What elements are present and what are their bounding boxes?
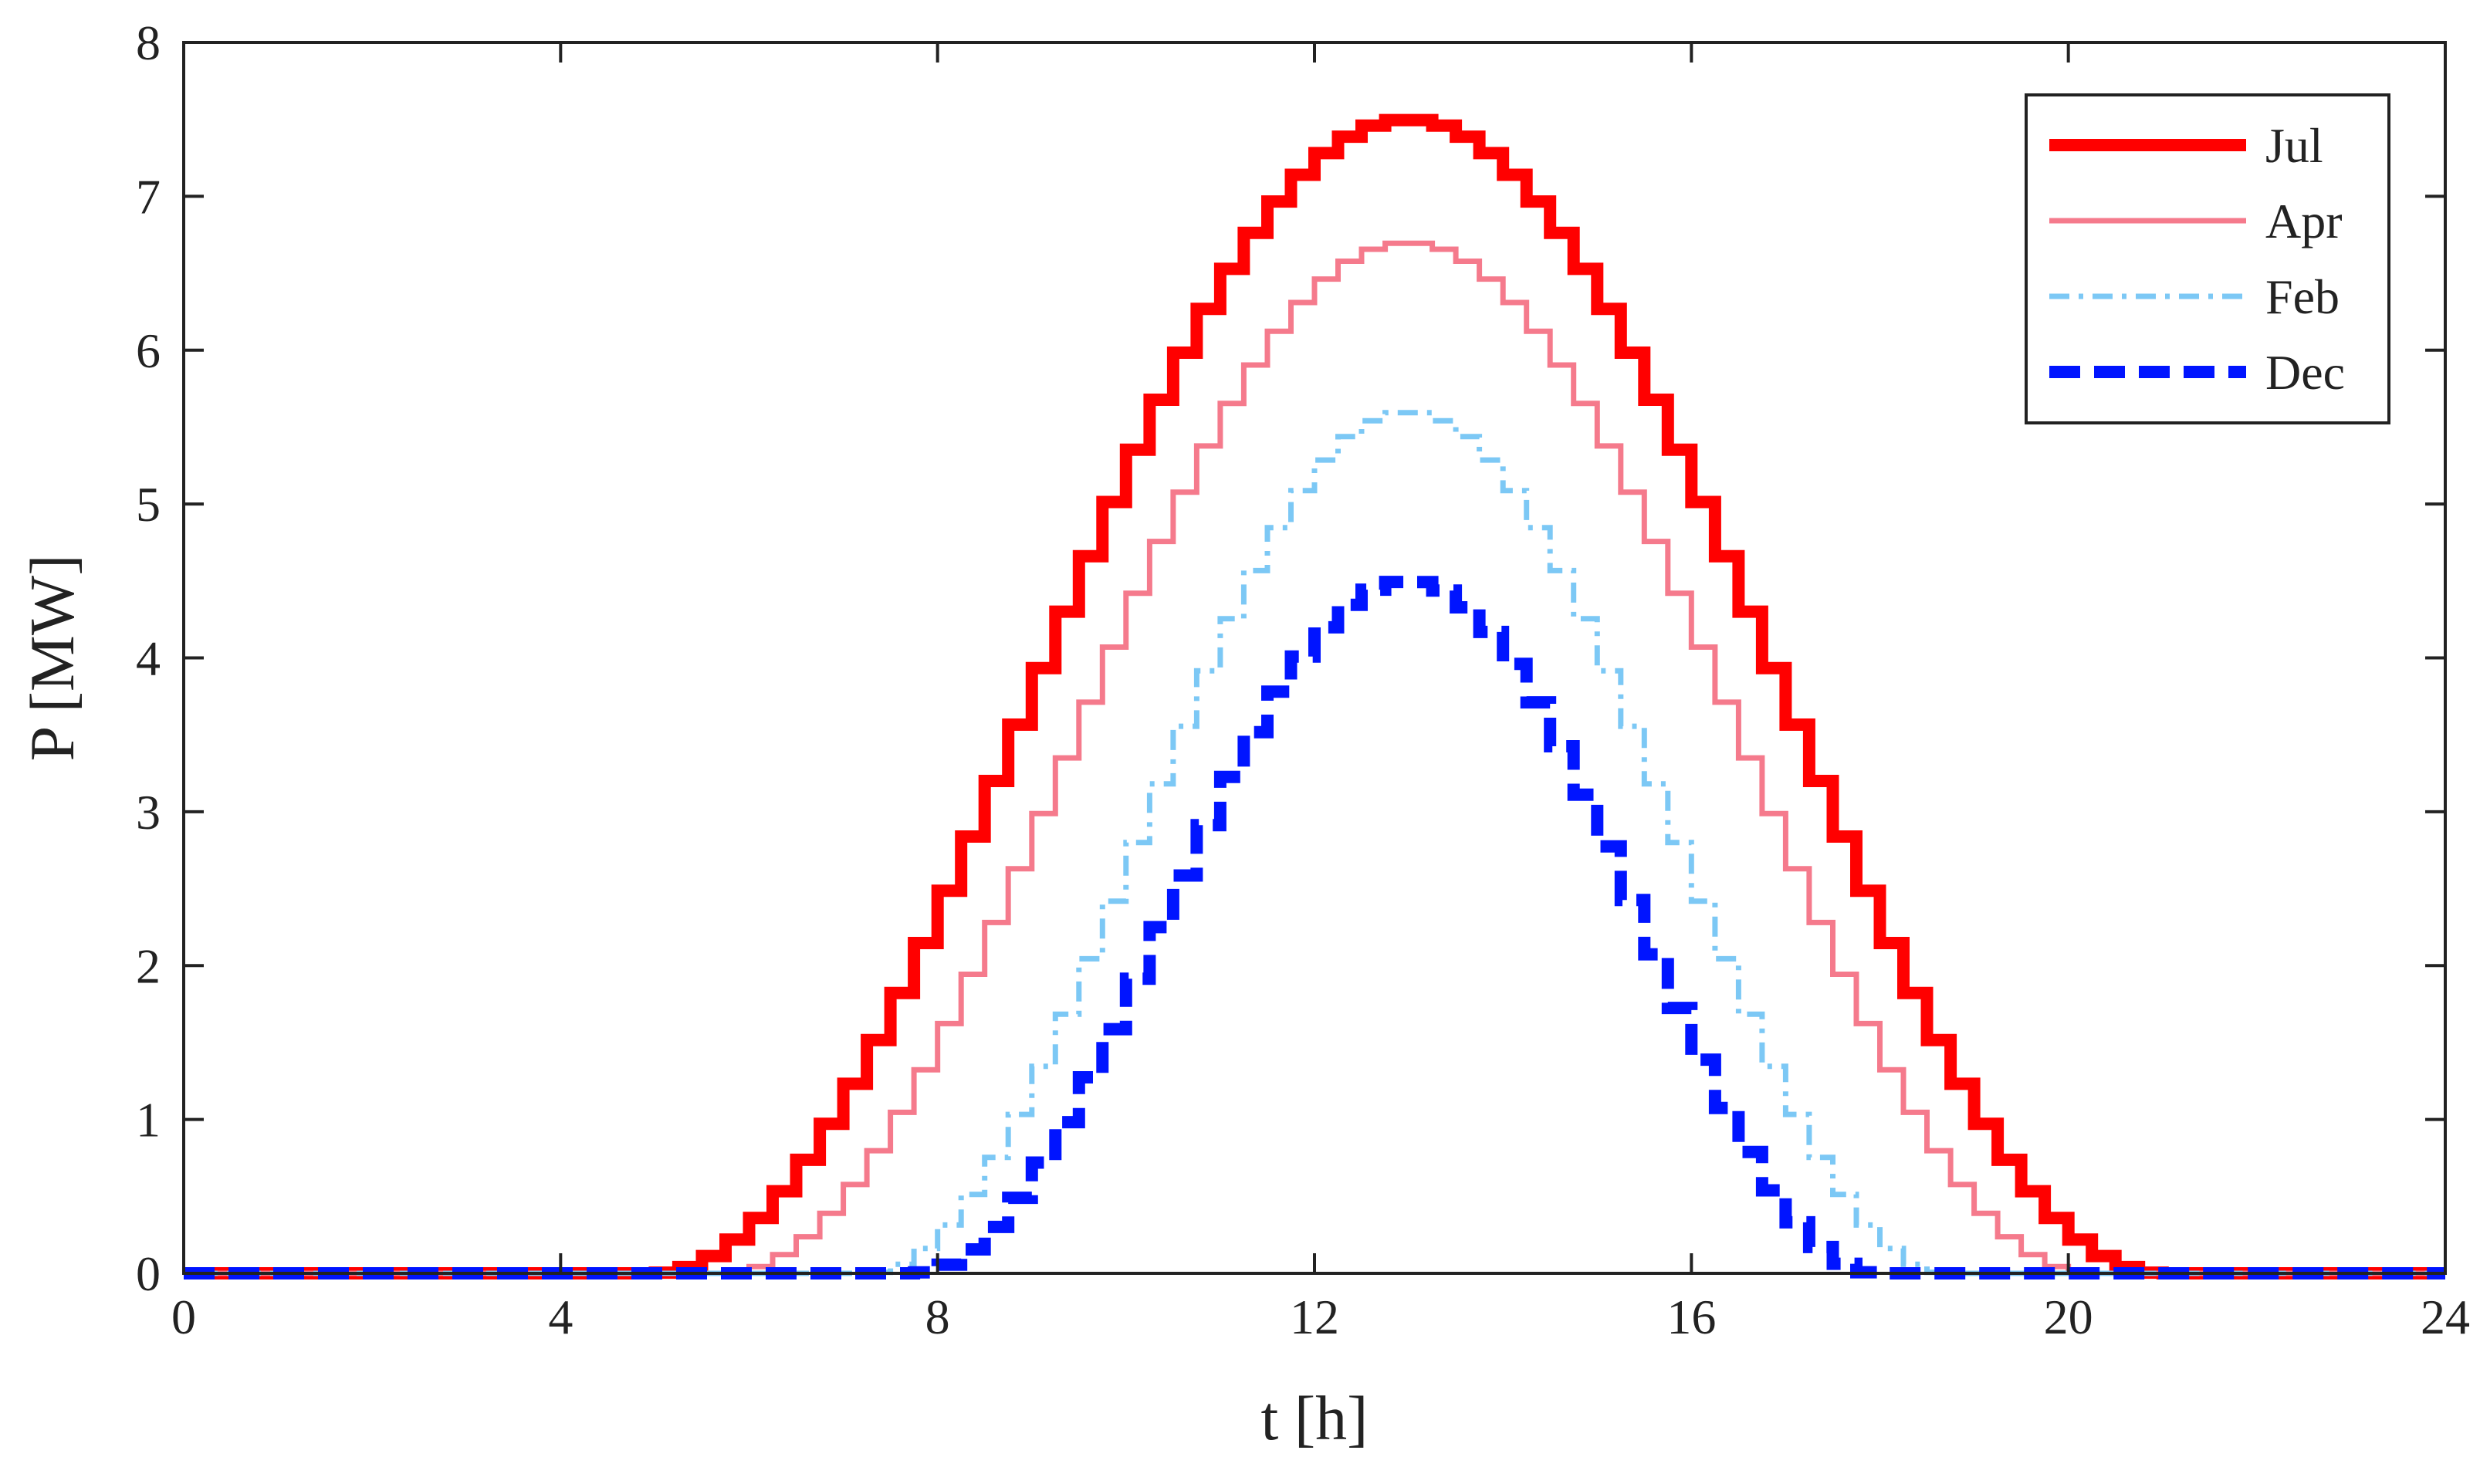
x-tick-label: 16: [1666, 1290, 1716, 1344]
x-tick-label: 0: [171, 1290, 196, 1344]
x-tick-label: 8: [925, 1290, 950, 1344]
y-tick-label: 0: [136, 1246, 161, 1301]
y-tick-label: 3: [136, 785, 161, 840]
y-axis-label: P [MW]: [17, 555, 87, 762]
series-line-feb: [184, 410, 2445, 1276]
y-tick-label: 6: [136, 323, 161, 378]
series-line-jul: [184, 113, 2445, 1279]
x-tick-label: 4: [548, 1290, 573, 1344]
y-tick-label: 1: [136, 1093, 161, 1148]
legend: Jul Apr Feb Dec: [2025, 93, 2390, 424]
x-tick-label: 12: [1290, 1290, 1339, 1344]
legend-label-dec: Dec: [2265, 345, 2345, 400]
legend-label-feb: Feb: [2265, 269, 2340, 324]
y-tick-label: 8: [136, 15, 161, 70]
x-axis-label: t [h]: [1261, 1383, 1369, 1453]
y-tick-label: 4: [136, 631, 161, 686]
legend-label-jul: Jul: [2265, 118, 2323, 173]
x-tick-label: 24: [2421, 1290, 2470, 1344]
y-tick-label: 5: [136, 477, 161, 532]
y-tick-label: 2: [136, 938, 161, 993]
x-tick-label: 20: [2044, 1290, 2093, 1344]
y-tick-label: 7: [136, 169, 161, 224]
legend-label-apr: Apr: [2265, 194, 2343, 248]
